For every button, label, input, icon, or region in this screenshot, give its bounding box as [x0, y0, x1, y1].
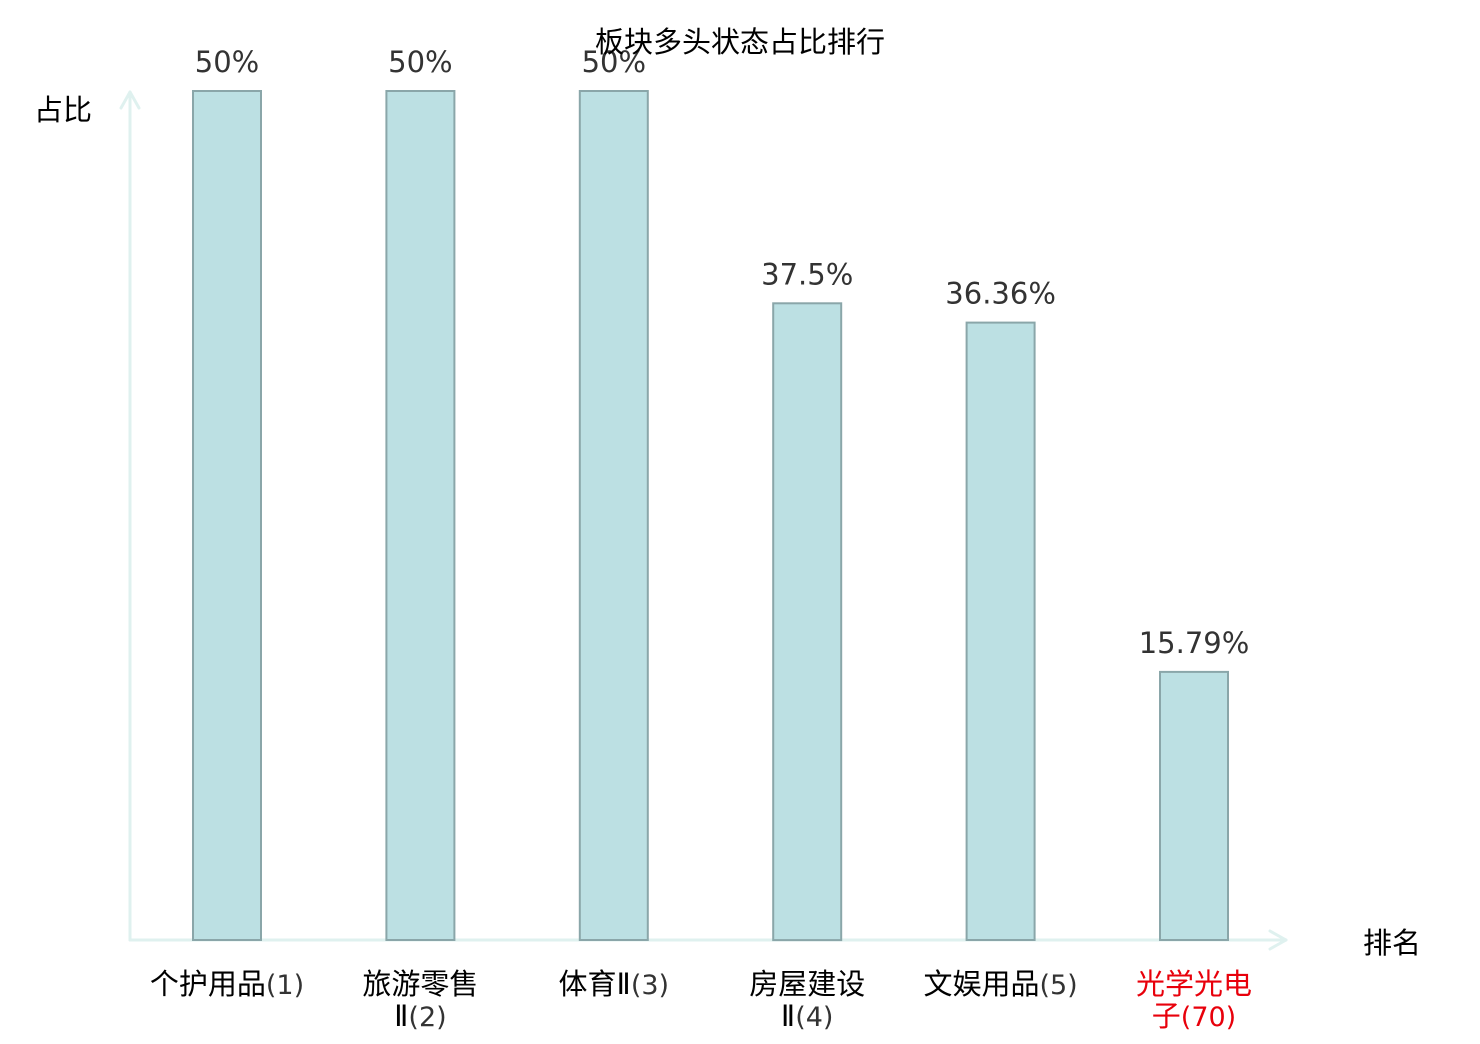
value-labels: 50% 50% 50% 37.5% 36.36% 15.79% — [195, 45, 1250, 660]
x-tick-labels: 个护用品(1) 旅游零售 Ⅱ(2) 体育Ⅱ(3) 房屋建设 Ⅱ(4) 文娱用品(5) 光学光电… — [150, 967, 1252, 1033]
x-tick-label-2: 旅游零售 Ⅱ(2) — [362, 967, 478, 1033]
value-label-6: 15.79% — [1139, 626, 1250, 660]
value-label-4: 37.5% — [761, 257, 853, 291]
value-label-3: 50% — [582, 45, 646, 79]
chart-title: 板块多头状态占比排行 — [595, 25, 885, 59]
value-label-5: 36.36% — [945, 277, 1056, 311]
axes — [119, 90, 1288, 951]
bar-5 — [965, 321, 1036, 942]
x-tick-label-4: 房屋建设 Ⅱ(4) — [749, 967, 865, 1033]
x-tick-label-6: 光学光电子(70) — [1136, 967, 1252, 1033]
bars — [192, 90, 1229, 942]
bar-3 — [578, 90, 649, 941]
value-label-1: 50% — [195, 45, 259, 79]
y-axis-arrowhead-icon — [119, 90, 141, 110]
bar-1 — [192, 90, 262, 941]
x-tick-label-5: 文娱用品(5) — [923, 967, 1077, 1001]
x-axis-label: 排名 — [1363, 926, 1421, 960]
x-tick-label-1: 个护用品(1) — [150, 967, 304, 1001]
bar-6 — [1159, 670, 1229, 942]
bar-4 — [772, 302, 843, 942]
bar-2 — [385, 90, 456, 941]
x-tick-label-3: 体育Ⅱ(3) — [559, 967, 670, 1001]
value-label-2: 50% — [388, 45, 452, 79]
y-axis-label: 占比 — [34, 93, 92, 127]
x-axis-arrowhead-icon — [1268, 929, 1288, 951]
